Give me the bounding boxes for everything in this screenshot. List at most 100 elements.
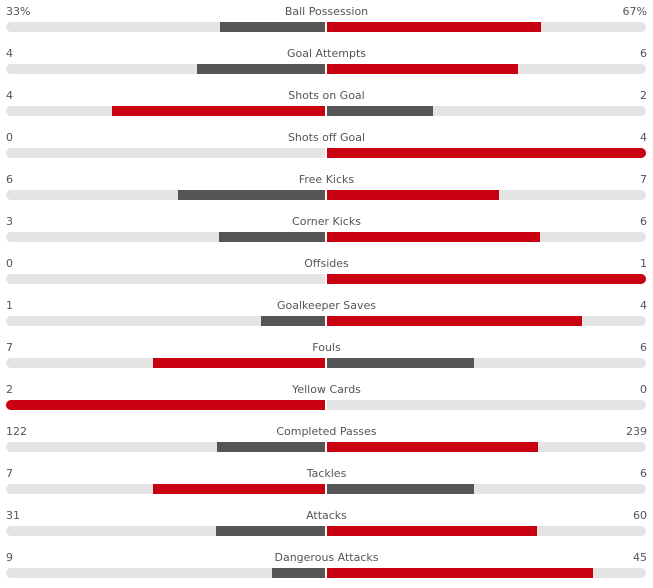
away-bar-fill <box>327 358 474 368</box>
stat-name: Attacks <box>306 509 347 522</box>
stat-name: Ball Possession <box>284 5 369 18</box>
away-bar-fill <box>327 232 540 242</box>
away-bar-track <box>327 232 646 242</box>
home-bar-track <box>6 190 325 200</box>
home-bar-track <box>6 316 325 326</box>
stat-name: Shots on Goal <box>288 89 365 102</box>
home-bar-fill <box>216 526 325 536</box>
home-value: 4 <box>6 89 13 102</box>
away-bar-track <box>327 148 646 158</box>
home-bar-track <box>6 148 325 158</box>
away-bar-fill <box>327 526 537 536</box>
home-bar-fill <box>112 106 325 116</box>
stat-name: Tackles <box>306 467 347 480</box>
stat-name: Goalkeeper Saves <box>276 299 377 312</box>
stat-name: Goal Attempts <box>286 47 366 60</box>
away-value: 1 <box>640 257 647 270</box>
stat-row-yellow-cards: 2 Yellow Cards 0 <box>0 378 653 420</box>
away-value: 0 <box>640 383 647 396</box>
away-bar-fill <box>327 106 433 116</box>
away-value: 239 <box>626 425 647 438</box>
away-bar-track <box>327 442 646 452</box>
home-value: 0 <box>6 257 13 270</box>
away-bar-fill <box>327 568 593 578</box>
away-bar-fill <box>327 190 499 200</box>
stat-row-goal-attempts: 4 Goal Attempts 6 <box>0 42 653 84</box>
stat-name: Corner Kicks <box>292 215 361 228</box>
stat-row-free-kicks: 6 Free Kicks 7 <box>0 168 653 210</box>
home-bar-track <box>6 400 325 410</box>
away-value: 45 <box>633 551 647 564</box>
away-bar-fill <box>327 274 646 284</box>
away-value: 7 <box>640 173 647 186</box>
home-value: 122 <box>6 425 27 438</box>
home-value: 33% <box>6 5 31 18</box>
away-bar-fill <box>327 148 646 158</box>
stat-name: Shots off Goal <box>287 131 366 144</box>
home-bar-fill <box>6 400 325 410</box>
away-bar-track <box>327 274 646 284</box>
away-bar-track <box>327 526 646 536</box>
stat-row-shots-off-goal: 0 Shots off Goal 4 <box>0 126 653 168</box>
home-value: 4 <box>6 47 13 60</box>
home-bar-track <box>6 22 325 32</box>
away-value: 60 <box>633 509 647 522</box>
away-bar-fill <box>327 22 541 32</box>
stat-row-shots-on-goal: 4 Shots on Goal 2 <box>0 84 653 126</box>
stat-row-ball-possession: 33% Ball Possession 67% <box>0 0 653 42</box>
away-bar-track <box>327 64 646 74</box>
stat-name: Free Kicks <box>298 173 355 186</box>
stat-name: Dangerous Attacks <box>274 551 379 564</box>
home-bar-fill <box>178 190 325 200</box>
home-bar-track <box>6 232 325 242</box>
away-bar-track <box>327 400 646 410</box>
home-value: 31 <box>6 509 20 522</box>
away-bar-track <box>327 484 646 494</box>
stat-row-goalkeeper-saves: 1 Goalkeeper Saves 4 <box>0 294 653 336</box>
home-bar-track <box>6 442 325 452</box>
home-bar-track <box>6 568 325 578</box>
away-value: 6 <box>640 47 647 60</box>
home-bar-fill <box>197 64 325 74</box>
away-bar-track <box>327 358 646 368</box>
stat-name: Yellow Cards <box>292 383 361 396</box>
home-bar-track <box>6 106 325 116</box>
stat-name: Completed Passes <box>276 425 377 438</box>
stat-row-attacks: 31 Attacks 60 <box>0 504 653 546</box>
away-bar-fill <box>327 316 582 326</box>
home-value: 0 <box>6 131 13 144</box>
away-value: 4 <box>640 131 647 144</box>
home-bar-fill <box>153 484 325 494</box>
away-bar-track <box>327 22 646 32</box>
stat-row-fouls: 7 Fouls 6 <box>0 336 653 378</box>
home-value: 7 <box>6 341 13 354</box>
home-bar-fill <box>153 358 325 368</box>
home-bar-track <box>6 64 325 74</box>
stat-row-corner-kicks: 3 Corner Kicks 6 <box>0 210 653 252</box>
home-bar-fill <box>217 442 325 452</box>
home-bar-fill <box>261 316 325 326</box>
stat-row-completed-passes: 122 Completed Passes 239 <box>0 420 653 462</box>
stat-row-tackles: 7 Tackles 6 <box>0 462 653 504</box>
away-bar-track <box>327 316 646 326</box>
home-value: 3 <box>6 215 13 228</box>
away-value: 67% <box>622 5 647 18</box>
stat-name: Fouls <box>312 341 341 354</box>
home-value: 2 <box>6 383 13 396</box>
stat-row-offsides: 0 Offsides 1 <box>0 252 653 294</box>
stat-row-dangerous-attacks: 9 Dangerous Attacks 45 <box>0 546 653 588</box>
away-bar-fill <box>327 64 518 74</box>
away-bar-fill <box>327 442 538 452</box>
home-bar-track <box>6 274 325 284</box>
away-bar-track <box>327 106 646 116</box>
home-value: 6 <box>6 173 13 186</box>
home-bar-track <box>6 358 325 368</box>
away-value: 6 <box>640 215 647 228</box>
away-bar-fill <box>327 484 474 494</box>
home-bar-track <box>6 484 325 494</box>
home-bar-fill <box>219 232 325 242</box>
stat-name: Offsides <box>304 257 349 270</box>
away-bar-track <box>327 190 646 200</box>
home-bar-fill <box>220 22 325 32</box>
